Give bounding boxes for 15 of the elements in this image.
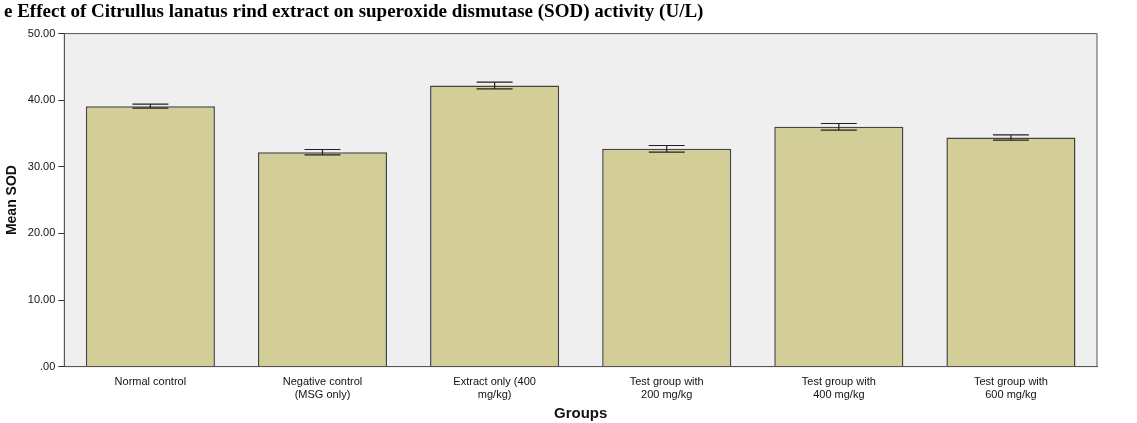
y-tick-label: 50.00 (27, 26, 56, 39)
x-tick-label: Normal control (114, 375, 187, 388)
y-tick-label: 10.00 (27, 293, 56, 306)
y-axis-title: Mean SOD (3, 165, 20, 236)
y-tick-label: .00 (40, 359, 56, 372)
y-tick-label: 20.00 (27, 226, 56, 239)
y-tick-label: 30.00 (27, 159, 56, 172)
x-tick-label: Extract only (400 mg/kg) (453, 375, 536, 401)
x-tick-label: Test group with 400 mg/kg (801, 375, 876, 401)
x-tick-label: Test group with 200 mg/kg (629, 375, 704, 401)
x-tick-label: Test group with 600 mg/kg (973, 375, 1048, 401)
chart-title: e Effect of Citrullus lanatus rind extract on superoxide dismutase (SOD) activity (U/L) (3, 0, 705, 23)
y-tick-label: 40.00 (27, 93, 56, 106)
x-axis-title: Groups (553, 404, 608, 422)
x-tick-label: Negative control (MSG only) (282, 375, 363, 401)
